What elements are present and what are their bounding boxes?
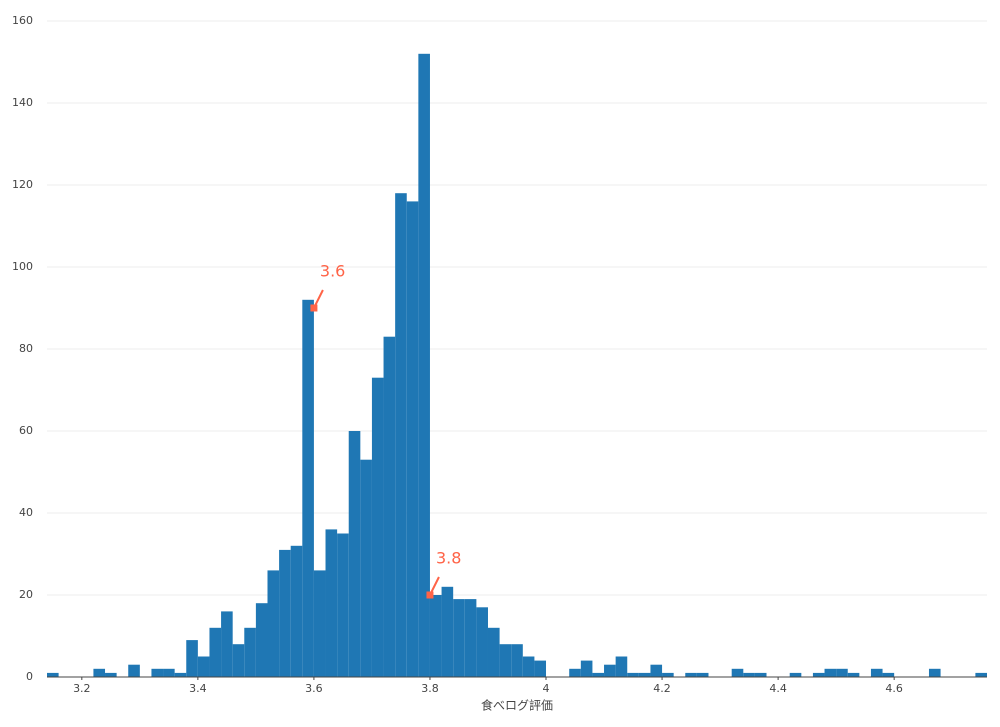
bar	[789, 672, 802, 677]
bar	[928, 668, 941, 677]
bar	[267, 570, 280, 677]
bar	[128, 664, 140, 677]
bar	[476, 607, 488, 677]
y-tick-label: 0	[26, 670, 33, 683]
bar	[418, 53, 430, 678]
y-tick-label: 60	[19, 424, 33, 437]
bar	[812, 672, 825, 677]
bar	[395, 193, 407, 677]
bar	[244, 627, 256, 677]
bar	[221, 611, 233, 677]
x-axis-label: 食べログ評価	[481, 698, 553, 713]
bar	[743, 672, 755, 677]
bar	[290, 545, 303, 677]
bar	[882, 672, 895, 677]
x-tick-label: 4.4	[769, 682, 787, 695]
bar	[847, 672, 860, 677]
bar	[627, 672, 639, 677]
bar	[232, 644, 245, 677]
bar	[174, 672, 187, 677]
bar	[836, 668, 848, 677]
x-tick-label: 3.4	[189, 682, 207, 695]
bar	[487, 627, 500, 677]
bar	[255, 603, 268, 677]
bar	[47, 672, 59, 677]
bar	[337, 533, 349, 677]
annotation-text: 3.6	[320, 262, 345, 281]
bar	[453, 599, 465, 677]
bar	[662, 672, 674, 677]
bar	[731, 668, 744, 677]
bar	[580, 660, 593, 677]
bar	[209, 627, 222, 677]
bar	[604, 664, 616, 677]
bar	[441, 586, 454, 677]
y-tick-label: 120	[12, 178, 33, 191]
y-tick-label: 140	[12, 96, 33, 109]
y-tick-label: 20	[19, 588, 33, 601]
x-tick-label: 4.6	[885, 682, 903, 695]
x-tick-label: 3.6	[305, 682, 323, 695]
y-tick-label: 40	[19, 506, 33, 519]
bar	[975, 672, 987, 677]
bar	[348, 431, 361, 677]
x-tick-label: 4	[543, 682, 550, 695]
bar	[870, 668, 883, 677]
x-tick-label: 3.8	[421, 682, 439, 695]
bar	[360, 459, 372, 677]
y-tick-label: 80	[19, 342, 33, 355]
bar	[151, 668, 164, 677]
bar	[824, 668, 837, 677]
bar	[464, 599, 477, 677]
x-tick-label: 3.2	[73, 682, 91, 695]
bar	[754, 672, 767, 677]
bar	[511, 644, 523, 677]
y-tick-label: 100	[12, 260, 33, 273]
bar	[105, 672, 117, 677]
bar	[93, 668, 106, 677]
bar	[638, 672, 651, 677]
annotation-marker	[310, 304, 318, 312]
bar	[279, 549, 291, 677]
y-tick-label: 160	[12, 14, 33, 27]
bar	[197, 656, 210, 677]
bar	[429, 595, 442, 677]
bar	[406, 201, 419, 677]
bar	[313, 570, 326, 677]
x-tick-label: 4.2	[653, 682, 671, 695]
bar	[383, 336, 396, 677]
bar	[302, 299, 314, 677]
bar	[186, 640, 198, 677]
annotation-marker	[426, 591, 434, 599]
bar	[499, 644, 512, 677]
bar	[592, 672, 605, 677]
bar	[325, 529, 338, 677]
bar	[569, 668, 581, 677]
bar	[615, 656, 628, 677]
bar	[696, 672, 709, 677]
bar	[371, 377, 384, 677]
annotation-text: 3.8	[436, 549, 461, 568]
bar	[650, 664, 663, 677]
bar	[534, 660, 547, 677]
bar	[163, 668, 175, 677]
bar	[685, 672, 697, 677]
bar	[522, 656, 535, 677]
